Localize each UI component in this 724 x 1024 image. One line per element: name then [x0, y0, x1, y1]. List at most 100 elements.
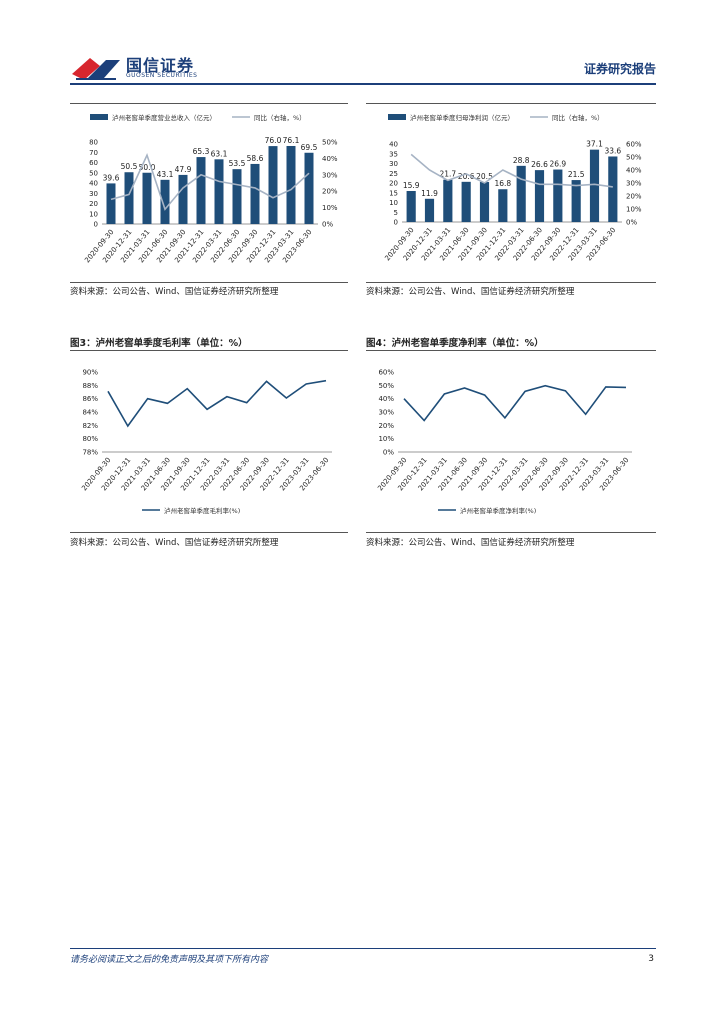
- figure-1-bottom-rule: [70, 282, 348, 283]
- y-left-tick: 5: [394, 209, 398, 217]
- figure-1-source: 资料来源：公司公告、Wind、国信证券经济研究所整理: [70, 287, 279, 297]
- bar-data-label: 63.1: [211, 149, 228, 158]
- bar: [424, 198, 435, 222]
- y-left-tick: 0: [394, 219, 398, 227]
- bar: [534, 170, 545, 222]
- y-right-tick: 20%: [322, 188, 338, 196]
- bar: [516, 165, 526, 222]
- y-left-tick: 30: [89, 190, 98, 198]
- y-left-tick: 60: [89, 159, 98, 167]
- bar: [142, 172, 152, 224]
- bar-data-label: 21.7: [439, 170, 456, 179]
- y-right-tick: 60%: [626, 141, 642, 149]
- bar-data-label: 76.1: [283, 136, 300, 145]
- bar: [106, 183, 116, 224]
- y-tick: 86%: [82, 395, 98, 403]
- bar-data-label: 15.9: [403, 181, 420, 190]
- yoy-line: [410, 153, 613, 188]
- y-tick: 82%: [82, 422, 98, 430]
- bar-data-label: 69.5: [301, 143, 318, 152]
- y-right-tick: 20%: [626, 193, 642, 201]
- legend-bar-swatch: [388, 114, 406, 120]
- y-left-tick: 25: [389, 170, 398, 178]
- bar-data-label: 33.6: [604, 146, 621, 155]
- figure-3-title: 图3：泸州老窖单季度毛利率（单位：%）: [70, 338, 248, 349]
- y-left-tick: 20: [89, 200, 98, 208]
- document-type: 证券研究报告: [583, 62, 656, 76]
- bar-data-label: 21.5: [568, 170, 585, 179]
- y-left-tick: 20: [389, 180, 398, 188]
- bar-data-label: 39.6: [103, 173, 120, 182]
- y-right-tick: 0%: [322, 221, 333, 229]
- bar: [553, 169, 563, 222]
- gross-margin-chart: 78%80%82%84%86%88%90%2020-09-302020-12-3…: [80, 369, 332, 515]
- figure-4-title: 图4：泸州老窖单季度净利率（单位：%）: [366, 338, 544, 349]
- y-left-tick: 80: [89, 139, 98, 147]
- revenue-chart: 泸州老窖单季度营业总收入（亿元） 同比（右轴，%） 0 10 20 30 40 50 60 70 8…: [83, 113, 338, 264]
- figure-3-bottom-rule: [70, 532, 348, 533]
- footer-rule: [70, 948, 656, 949]
- y-right-tick: 10%: [626, 206, 642, 214]
- bar: [304, 152, 314, 224]
- bar: [461, 181, 471, 222]
- page-header: 国信证券 GUOSEN SECURITIES 证券研究报告: [70, 50, 656, 84]
- figure-4-source: 资料来源：公司公告、Wind、国信证券经济研究所整理: [366, 538, 575, 548]
- bar: [268, 146, 278, 224]
- y-right-tick: 0%: [626, 219, 637, 227]
- bar: [608, 156, 618, 222]
- y-left-tick: 0: [94, 221, 98, 229]
- guosen-logo-icon: [72, 58, 120, 80]
- legend-label: 泸州老窖单季度毛利率(%): [164, 506, 240, 515]
- legend-bar-label: 泸州老窖单季度营业总收入（亿元）: [112, 113, 216, 122]
- bar-data-label: 26.9: [549, 160, 566, 169]
- net-profit-chart: 泸州老窖单季度归母净利润（亿元） 同比（右轴，%）0510152025303540…: [383, 113, 642, 262]
- legend-line-label: 同比（右轴，%）: [552, 113, 604, 122]
- figure-2-source: 资料来源：公司公告、Wind、国信证券经济研究所整理: [366, 287, 575, 297]
- bar-data-label: 58.6: [247, 154, 264, 163]
- bar: [479, 182, 490, 222]
- legend-bar-swatch: [90, 114, 108, 120]
- yoy-line: [110, 152, 310, 211]
- y-right-tick: 50%: [322, 139, 338, 147]
- bar-data-label: 26.6: [531, 160, 548, 169]
- y-tick: 60%: [378, 369, 394, 377]
- y-left-tick: 10: [389, 199, 398, 207]
- legend-label: 泸州老窖单季度净利率(%): [460, 506, 536, 515]
- bar: [196, 157, 206, 224]
- y-tick: 20%: [378, 422, 394, 430]
- legend-line-label: 同比（右轴，%）: [254, 113, 306, 122]
- y-tick: 10%: [378, 435, 394, 443]
- bar-data-label: 50.0: [139, 163, 156, 172]
- y-tick: 0%: [383, 449, 394, 457]
- legend-bar-label: 泸州老窖单季度归母净利润（亿元）: [410, 113, 514, 122]
- bar: [178, 174, 188, 224]
- y-right-tick: 30%: [322, 171, 338, 179]
- bar-data-label: 28.8: [513, 156, 530, 165]
- bar-data-label: 43.1: [157, 170, 174, 179]
- page-number: 3: [648, 954, 654, 964]
- y-tick: 40%: [378, 395, 394, 403]
- bar: [443, 179, 453, 222]
- figure-2-bottom-rule: [366, 282, 656, 283]
- bar-data-label: 53.5: [229, 159, 246, 168]
- net-margin-chart: 0%10%20%30%40%50%60%2020-09-302020-12-31…: [376, 369, 632, 515]
- bar: [498, 189, 508, 222]
- header-rule: [70, 83, 656, 85]
- bar: [124, 172, 134, 224]
- bar: [214, 159, 224, 224]
- y-right-tick: 40%: [626, 167, 642, 175]
- bar-data-label: 20.5: [476, 172, 493, 181]
- y-tick: 80%: [82, 435, 98, 443]
- bar: [589, 149, 600, 222]
- bar: [286, 145, 296, 224]
- company-name-cn: 国信证券: [126, 56, 195, 75]
- disclaimer: 请务必阅读正文之后的免责声明及其项下所有内容: [70, 955, 269, 965]
- y-tick: 88%: [82, 382, 98, 390]
- y-tick: 84%: [82, 409, 98, 417]
- series-line: [403, 384, 627, 422]
- bar: [250, 163, 260, 224]
- y-left-tick: 30: [389, 160, 398, 168]
- y-left-tick: 35: [389, 150, 398, 158]
- figure-4-bottom-rule: [366, 532, 656, 533]
- figure-4-top-rule: [366, 350, 656, 351]
